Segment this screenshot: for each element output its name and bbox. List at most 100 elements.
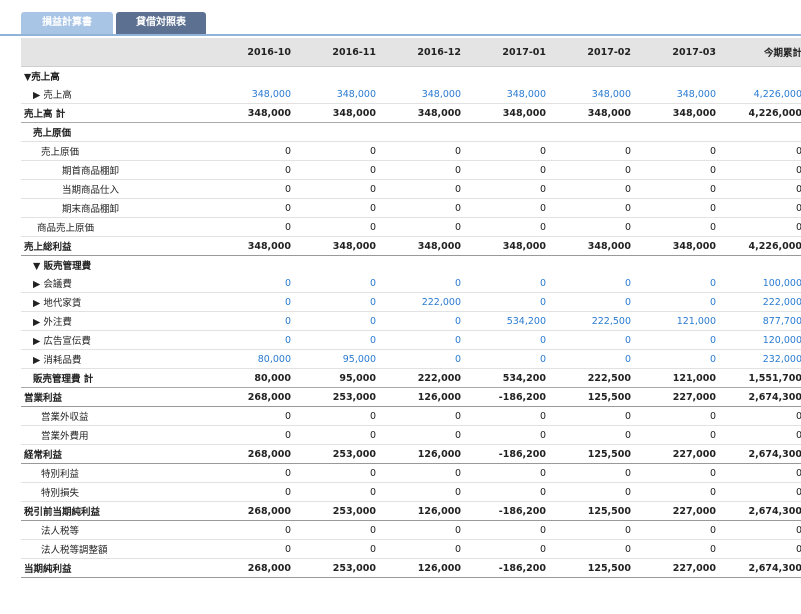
row-value-cell: 0	[635, 217, 720, 237]
row-value-cell[interactable]: 0	[635, 274, 720, 293]
row-value-cell: 0	[465, 406, 550, 426]
row-value-cell[interactable]: 0	[550, 349, 635, 369]
column-header-2016-10: 2016-10	[210, 38, 295, 67]
row-value-cell: 0	[380, 482, 465, 502]
row-label[interactable]: ▶ 地代家賃	[21, 292, 210, 312]
row-value-cell[interactable]: 80,000	[210, 349, 295, 369]
row-value-cell	[465, 67, 550, 86]
row-value-cell	[210, 67, 295, 86]
row-value-cell[interactable]: 0	[465, 274, 550, 293]
row-value-cell[interactable]: 0	[465, 330, 550, 350]
row-value-cell: 0	[380, 539, 465, 559]
row-value-cell[interactable]: 4,226,000	[720, 85, 801, 104]
row-value-cell[interactable]: 0	[210, 292, 295, 312]
row-label[interactable]: ▶ 消耗品費	[21, 349, 210, 369]
row-value-cell: 0	[465, 463, 550, 483]
table-row: 売上原価	[21, 122, 801, 142]
row-value-cell[interactable]: 0	[465, 349, 550, 369]
row-value-cell[interactable]: 0	[295, 330, 380, 350]
row-value-cell[interactable]: 348,000	[295, 85, 380, 104]
row-value-cell: 348,000	[295, 103, 380, 123]
table-row[interactable]: ▶ 広告宣伝費 0 0 0 0 0 0 120,000	[21, 330, 801, 350]
row-value-cell[interactable]: 348,000	[465, 85, 550, 104]
row-value-cell[interactable]: 0	[210, 311, 295, 331]
row-value-cell: 0	[380, 217, 465, 237]
row-value-cell[interactable]: 232,000	[720, 349, 801, 369]
row-label: 営業外費用	[21, 425, 210, 445]
row-value-cell[interactable]: 100,000	[720, 274, 801, 293]
row-value-cell[interactable]: 0	[635, 330, 720, 350]
row-value-cell: 126,000	[380, 558, 465, 578]
row-value-cell[interactable]: 0	[550, 292, 635, 312]
row-value-cell[interactable]: 0	[380, 274, 465, 293]
row-value-cell[interactable]: 0	[380, 330, 465, 350]
row-value-cell[interactable]: 348,000	[380, 85, 465, 104]
row-value-cell[interactable]: 0	[550, 274, 635, 293]
row-value-cell[interactable]: 0	[210, 274, 295, 293]
table-row: 経常利益 268,000 253,000 126,000 -186,200 125,500…	[21, 444, 801, 464]
row-value-cell: 253,000	[295, 387, 380, 407]
table-row[interactable]: ▶ 会議費 0 0 0 0 0 0 100,000	[21, 274, 801, 293]
report-tab-bar: 損益計算書 貸借対照表	[0, 0, 801, 36]
row-value-cell[interactable]: 348,000	[635, 85, 720, 104]
table-row[interactable]: ▶ 地代家賃 0 0 222,000 0 0 0 222,000	[21, 292, 801, 312]
row-value-cell[interactable]: 0	[295, 274, 380, 293]
row-value-cell: 0	[380, 463, 465, 483]
row-value-cell[interactable]: 877,700	[720, 311, 801, 331]
row-value-cell[interactable]: 95,000	[295, 349, 380, 369]
table-row[interactable]: ▶ 外注費 0 0 0 534,200 222,500 121,000 877,700	[21, 311, 801, 331]
row-value-cell	[635, 122, 720, 142]
table-row: 営業利益 268,000 253,000 126,000 -186,200 125,500…	[21, 387, 801, 407]
row-value-cell[interactable]: 534,200	[465, 311, 550, 331]
row-label: 販売管理費 計	[21, 368, 210, 388]
row-value-cell: 0	[465, 179, 550, 199]
row-value-cell: 222,000	[380, 368, 465, 388]
row-value-cell	[550, 256, 635, 275]
table-row[interactable]: ▶ 売上高 348,000 348,000 348,000 348,000 348,000…	[21, 85, 801, 104]
row-value-cell[interactable]: 0	[635, 349, 720, 369]
row-value-cell	[720, 67, 801, 86]
row-value-cell: 2,674,300	[720, 558, 801, 578]
row-value-cell[interactable]: 0	[295, 311, 380, 331]
tab-balance-sheet[interactable]: 貸借対照表	[116, 12, 206, 34]
row-value-cell: 227,000	[635, 501, 720, 521]
row-value-cell: 0	[550, 482, 635, 502]
row-value-cell[interactable]: 348,000	[210, 85, 295, 104]
row-value-cell[interactable]: 121,000	[635, 311, 720, 331]
column-header-ytd-total: 今期累計	[720, 38, 801, 67]
row-value-cell: 0	[295, 425, 380, 445]
row-label[interactable]: ▶ 売上高	[21, 85, 210, 104]
row-value-cell[interactable]: 120,000	[720, 330, 801, 350]
row-value-cell: 0	[720, 482, 801, 502]
table-row[interactable]: ▶ 消耗品費 80,000 95,000 0 0 0 0 232,000	[21, 349, 801, 369]
tab-income-statement[interactable]: 損益計算書	[21, 12, 113, 34]
row-value-cell: 2,674,300	[720, 501, 801, 521]
row-label[interactable]: ▶ 外注費	[21, 311, 210, 331]
row-value-cell: 0	[550, 217, 635, 237]
row-value-cell[interactable]: 222,000	[720, 292, 801, 312]
row-label: 営業利益	[21, 387, 210, 407]
row-value-cell: 0	[295, 520, 380, 540]
row-value-cell[interactable]: 0	[295, 292, 380, 312]
table-row: 法人税等調整額 0 0 0 0 0 0 0	[21, 539, 801, 559]
row-value-cell[interactable]: 0	[380, 311, 465, 331]
row-value-cell[interactable]: 222,500	[550, 311, 635, 331]
row-value-cell[interactable]: 0	[210, 330, 295, 350]
row-value-cell: 227,000	[635, 444, 720, 464]
row-value-cell[interactable]: 0	[550, 330, 635, 350]
row-value-cell: 0	[465, 520, 550, 540]
row-label[interactable]: ▶ 広告宣伝費	[21, 330, 210, 350]
row-value-cell: 268,000	[210, 444, 295, 464]
row-value-cell: 0	[550, 198, 635, 218]
row-value-cell[interactable]: 0	[465, 292, 550, 312]
row-value-cell: 0	[720, 520, 801, 540]
row-value-cell	[295, 256, 380, 275]
row-value-cell: 0	[720, 539, 801, 559]
row-value-cell[interactable]: 0	[635, 292, 720, 312]
row-value-cell[interactable]: 348,000	[550, 85, 635, 104]
row-label[interactable]: ▶ 会議費	[21, 274, 210, 293]
row-value-cell: 126,000	[380, 444, 465, 464]
row-value-cell[interactable]: 0	[380, 349, 465, 369]
row-value-cell: 0	[635, 463, 720, 483]
row-value-cell[interactable]: 222,000	[380, 292, 465, 312]
